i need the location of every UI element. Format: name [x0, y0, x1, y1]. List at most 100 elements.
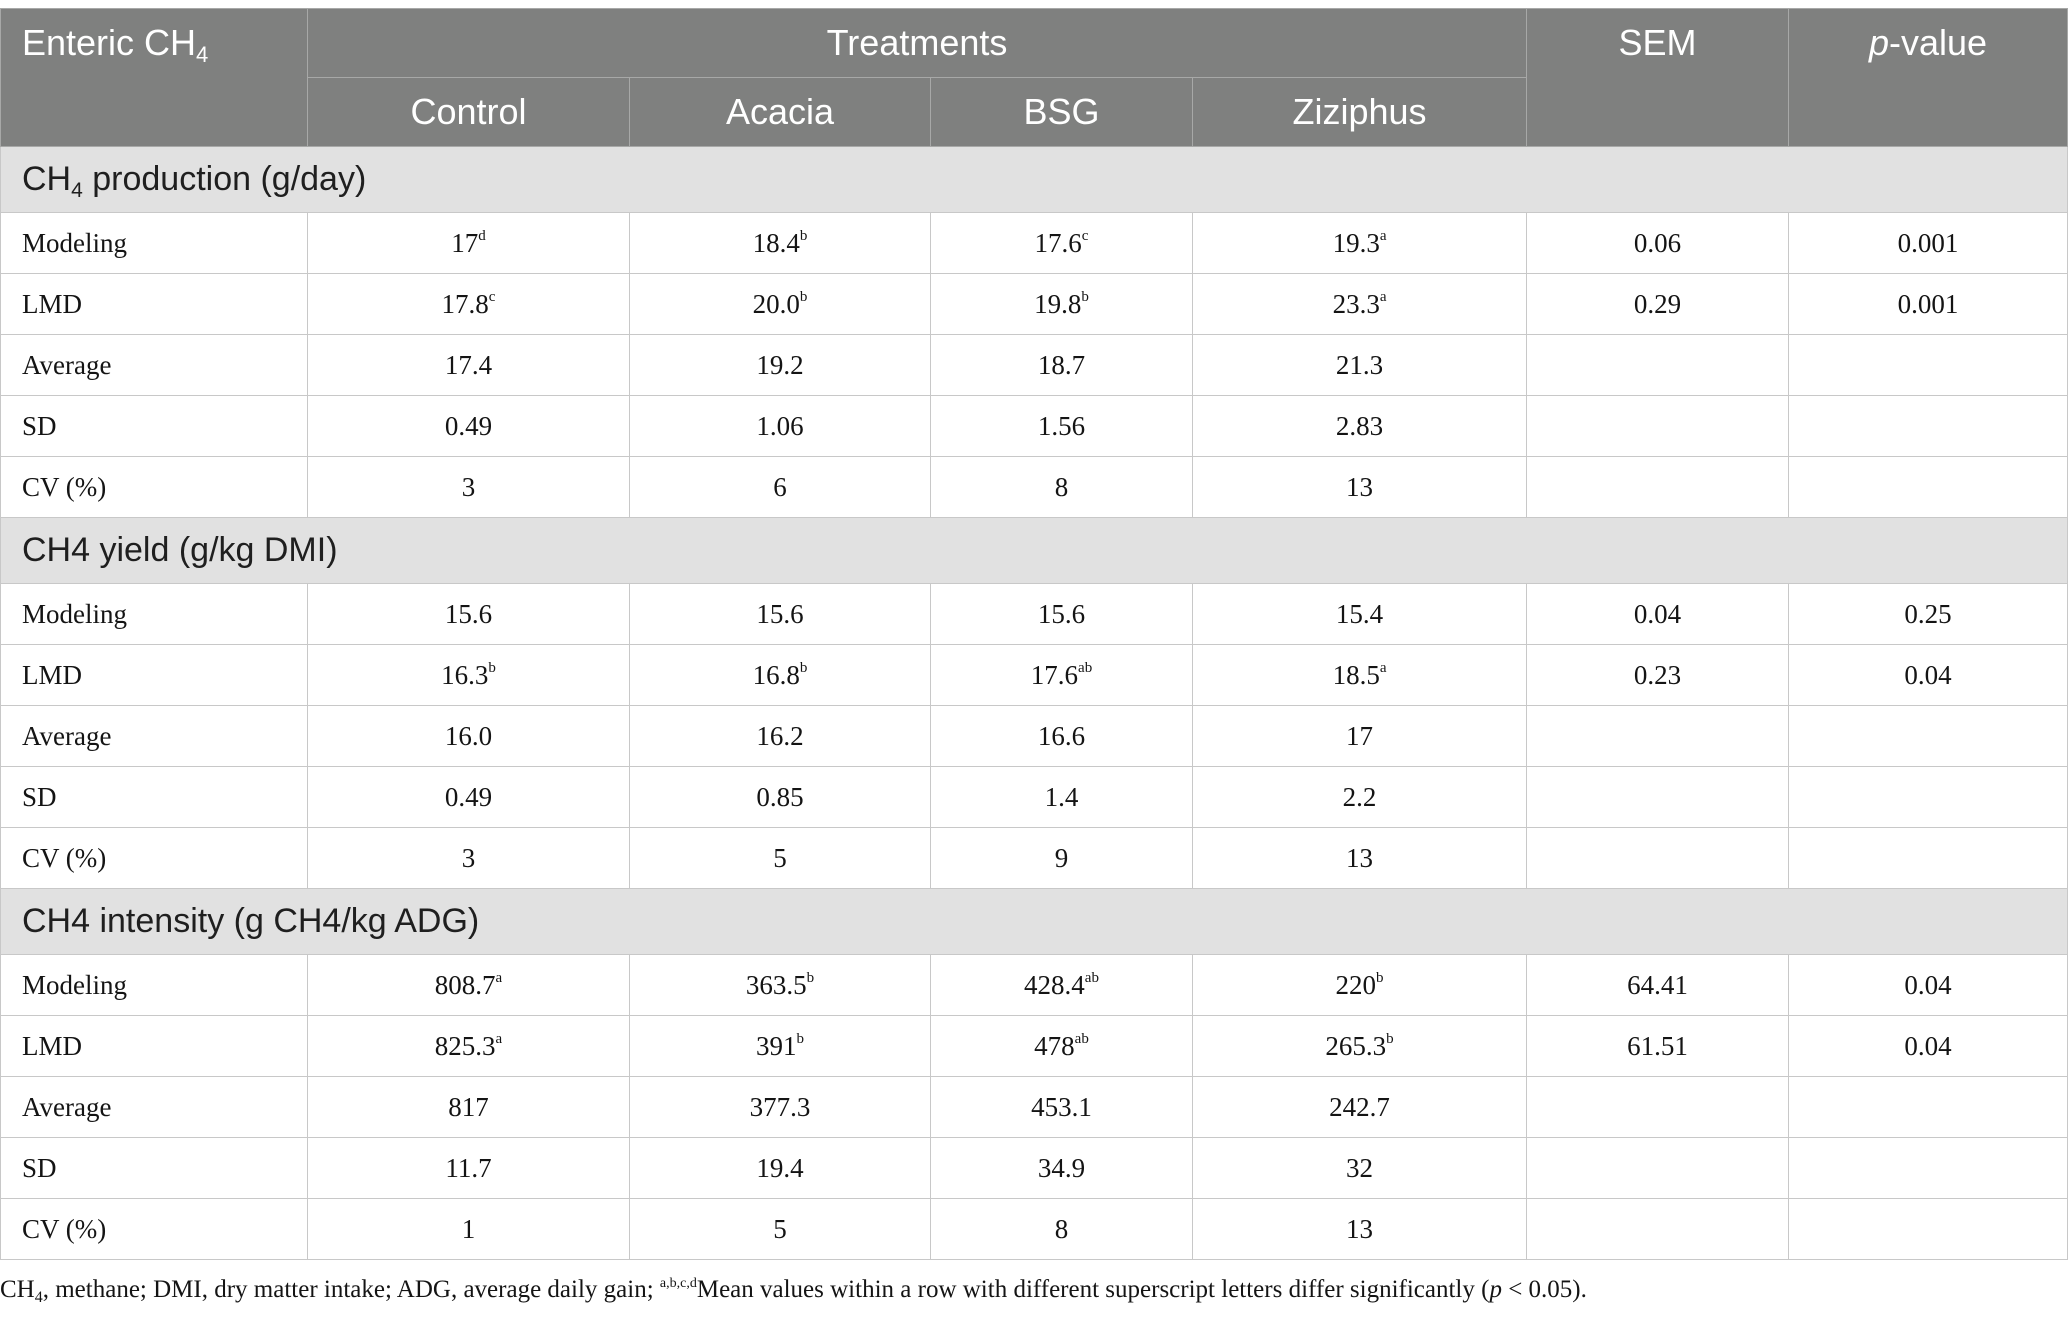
data-row: LMD 17.8c 20.0b 19.8b 23.3a 0.29 0.001	[0, 273, 2068, 335]
section-title-cell: CH4 production (g/day)	[0, 146, 2068, 213]
data-row: CV (%) 1 5 8 13	[0, 1198, 2068, 1260]
control-cell: 3	[307, 827, 630, 889]
cell-value: 23.3	[1332, 288, 1380, 319]
value-label: -value	[1889, 22, 1988, 63]
header-row-top: Enteric CH4 Treatments SEM p-value	[0, 8, 2068, 147]
data-row: LMD 16.3b 16.8b 17.6ab 18.5a 0.23 0.04	[0, 644, 2068, 706]
cell-value: 19.8	[1034, 288, 1082, 319]
cell-value: 18.5	[1332, 659, 1380, 690]
table-footnote: CH4, methane; DMI, dry matter intake; AD…	[0, 1274, 1587, 1306]
bsg-cell: 17.6ab	[930, 644, 1193, 706]
acacia-cell: 363.5b	[629, 954, 931, 1016]
acacia-cell: 0.85	[629, 766, 931, 828]
section-title-text: CH4 intensity (g CH4/kg ADG)	[22, 902, 480, 940]
sem-cell	[1526, 1076, 1790, 1138]
enteric-ch4-header: Enteric CH4	[0, 8, 308, 147]
cell-value: 16.3	[441, 659, 489, 690]
significance-superscript: a	[495, 1030, 503, 1047]
section-title-cell: CH4 intensity (g CH4/kg ADG)	[0, 888, 2068, 955]
row-label-cell: Modeling	[0, 954, 308, 1016]
data-row: CV (%) 3 5 9 13	[0, 827, 2068, 889]
row-label-cell: LMD	[0, 273, 308, 335]
row-label-cell: SD	[0, 395, 308, 457]
p-value-cell	[1788, 1198, 2068, 1260]
p-value-cell: 0.001	[1788, 212, 2068, 274]
cell-value: 20.0	[752, 288, 800, 319]
p-value-cell	[1788, 1076, 2068, 1138]
significance-superscript: b	[1386, 1030, 1394, 1047]
p-value-cell	[1788, 334, 2068, 396]
enteric-ch4-label: Enteric CH	[22, 22, 197, 63]
control-cell: 0.49	[307, 766, 630, 828]
acacia-cell: 391b	[629, 1015, 931, 1077]
cell-value: 17.8	[441, 288, 489, 319]
acacia-cell: 5	[629, 1198, 931, 1260]
sem-cell: 0.23	[1526, 644, 1790, 706]
cell-value: 18.4	[752, 227, 800, 258]
control-cell: 825.3a	[307, 1015, 630, 1077]
sem-cell	[1526, 395, 1790, 457]
cell-value: 17.6	[1034, 227, 1082, 258]
ziziphus-cell: 19.3a	[1191, 212, 1528, 274]
acacia-cell: 377.3	[629, 1076, 931, 1138]
data-row: Average 17.4 19.2 18.7 21.3	[0, 334, 2068, 396]
ziziphus-cell: 13	[1191, 827, 1528, 889]
sem-cell: 64.41	[1526, 954, 1790, 1016]
control-cell: 3	[307, 456, 630, 518]
significance-superscript: b	[799, 659, 808, 676]
significance-superscript: a	[1379, 227, 1387, 244]
header-row-treatments: Control Acacia BSG Ziziphus	[1, 77, 2068, 147]
cell-value: 17	[451, 227, 479, 258]
sem-cell	[1526, 334, 1790, 396]
ziziphus-cell: 242.7	[1191, 1076, 1528, 1138]
footnote-subscript: 4	[34, 1289, 43, 1306]
ziziphus-cell: 17	[1191, 705, 1528, 767]
section-header-row: CH4 intensity (g CH4/kg ADG)	[0, 888, 2068, 955]
significance-superscript: b	[796, 1030, 805, 1047]
acacia-cell: 16.8b	[629, 644, 931, 706]
subscript-four: 4	[196, 42, 209, 67]
significance-superscript: b	[1081, 288, 1089, 305]
row-label-cell: Modeling	[0, 212, 308, 274]
data-row: Modeling 15.6 15.6 15.6 15.4 0.04 0.25	[0, 583, 2068, 645]
significance-superscript: a	[495, 969, 503, 986]
acacia-cell: 18.4b	[629, 212, 931, 274]
control-header: Control	[307, 77, 630, 147]
acacia-cell: 5	[629, 827, 931, 889]
ziziphus-cell: 13	[1191, 456, 1528, 518]
table-body: CH4 production (g/day) Modeling 17d 18.4b 17…	[0, 146, 2068, 1260]
row-label-cell: Modeling	[0, 583, 308, 645]
p-value-cell: 0.001	[1788, 273, 2068, 335]
footnote-italic-p: p	[1489, 1276, 1502, 1303]
row-label-cell: CV (%)	[0, 456, 308, 518]
ziziphus-header: Ziziphus	[1191, 77, 1528, 147]
bsg-cell: 15.6	[930, 583, 1193, 645]
control-cell: 0.49	[307, 395, 630, 457]
data-row: LMD 825.3a 391b 478ab 265.3b 61.51 0.04	[0, 1015, 2068, 1077]
acacia-cell: 16.2	[629, 705, 931, 767]
control-cell: 17.8c	[307, 273, 630, 335]
sem-cell	[1526, 1198, 1790, 1260]
cell-value: 478	[1034, 1030, 1075, 1061]
acacia-cell: 19.4	[629, 1137, 931, 1199]
significance-superscript: b	[1376, 969, 1384, 986]
control-cell: 17d	[307, 212, 630, 274]
bsg-cell: 8	[930, 456, 1193, 518]
subscript-four: 4	[71, 179, 83, 202]
table-header: Enteric CH4 Treatments SEM p-value Contr…	[0, 8, 2068, 147]
ziziphus-cell: 2.2	[1191, 766, 1528, 828]
footnote-text: < 0.05).	[1501, 1276, 1587, 1303]
significance-superscript: b	[806, 969, 815, 986]
sem-cell	[1526, 827, 1790, 889]
control-cell: 1	[307, 1198, 630, 1260]
row-label-cell: LMD	[0, 1015, 308, 1077]
control-cell: 15.6	[307, 583, 630, 645]
row-label-cell: SD	[0, 766, 308, 828]
data-row: CV (%) 3 6 8 13	[0, 456, 2068, 518]
significance-superscript: a	[1379, 288, 1387, 305]
ziziphus-cell: 220b	[1191, 954, 1528, 1016]
p-value-cell	[1788, 705, 2068, 767]
row-label-cell: Average	[0, 334, 308, 396]
data-row: SD 11.7 19.4 34.9 32	[0, 1137, 2068, 1199]
cell-value: 19.3	[1332, 227, 1380, 258]
